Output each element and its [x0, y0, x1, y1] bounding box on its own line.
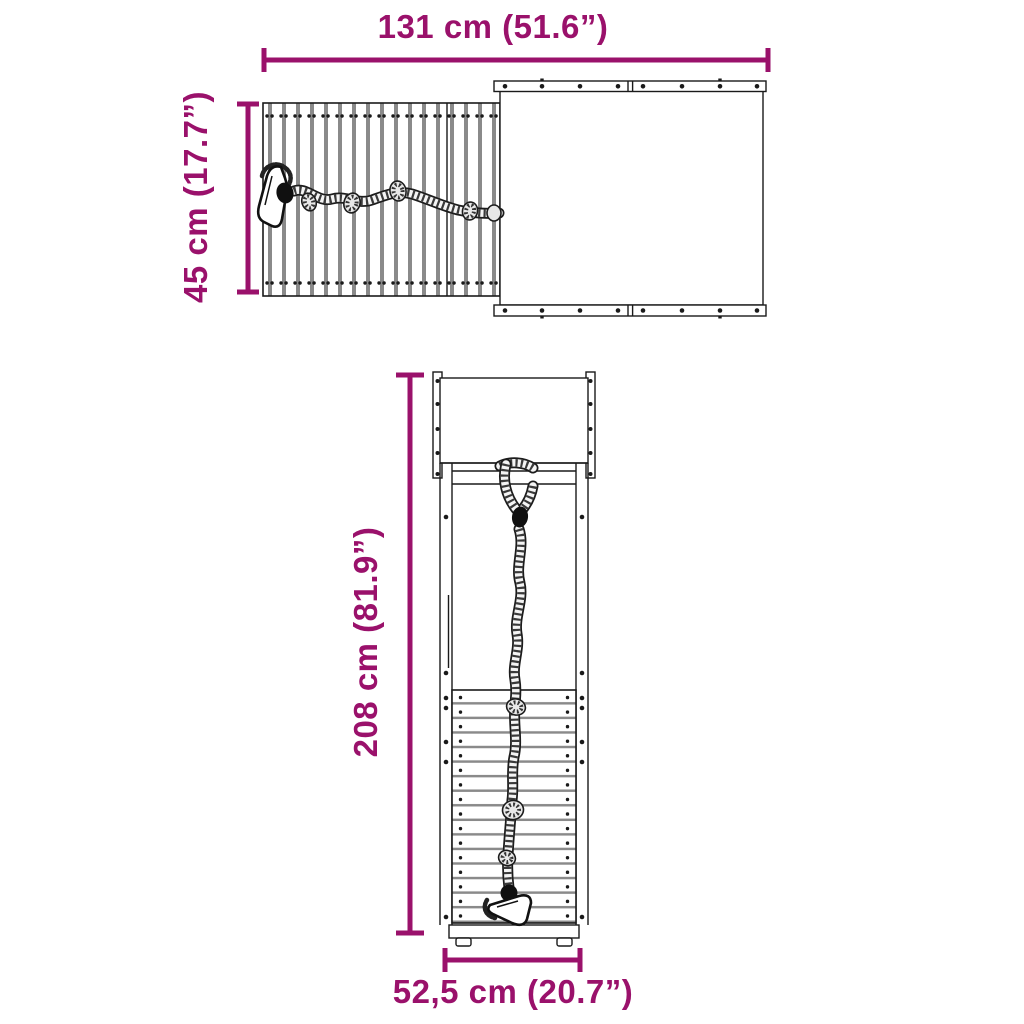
top-view-group	[237, 48, 771, 319]
rope-clamp-front	[511, 506, 529, 528]
climbing-rope-front	[482, 457, 539, 927]
base-rail	[448, 924, 580, 939]
dimension-label-depth: 45 cm (17.7”)	[177, 91, 214, 303]
left-foot	[455, 937, 472, 947]
dimension-label-width: 131 cm (51.6”)	[377, 8, 609, 45]
dimension-line-depth	[237, 101, 259, 295]
platform-top-panel	[493, 78, 767, 319]
screw-dots-posts	[443, 514, 585, 920]
screw-dots-bottom-rail	[502, 308, 760, 319]
carabiner-bottom-icon	[487, 894, 533, 927]
screw-dots-side-strips	[435, 379, 593, 476]
dimension-line-base-width	[442, 948, 583, 972]
dimension-label-base-width: 52,5 cm (20.7”)	[392, 973, 634, 1010]
dimension-label-height: 208 cm (81.9”)	[347, 526, 384, 758]
screw-dots-top-rail	[502, 78, 760, 89]
front-view-group	[396, 371, 596, 972]
dimension-line-height	[396, 372, 424, 936]
right-foot	[556, 937, 573, 947]
climbing-rope-top	[256, 162, 505, 228]
rope-clamp-top	[276, 182, 294, 204]
platform-front-box	[432, 371, 596, 479]
dimension-line-width	[261, 48, 771, 72]
